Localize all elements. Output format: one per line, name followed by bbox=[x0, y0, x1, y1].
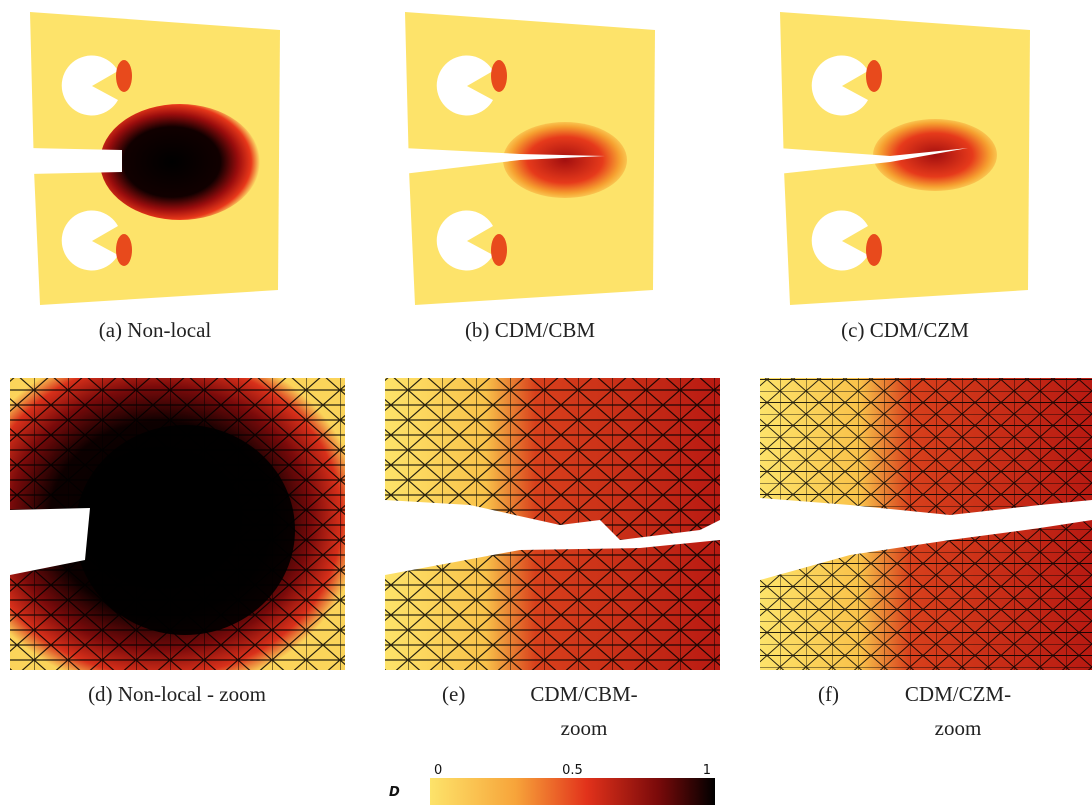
caption: (d) Non-local - zoom bbox=[88, 682, 266, 706]
caption: zoom bbox=[561, 716, 608, 740]
colorbar-bar bbox=[430, 778, 715, 805]
colorbar: D 0 0.5 1 bbox=[389, 763, 715, 805]
figure: (a) Non-local (b) CDM/CBM (c) CDM/CZM (d… bbox=[0, 0, 1092, 807]
colorbar-tick-label: 0 bbox=[434, 763, 442, 778]
caption-label: (e) bbox=[442, 682, 465, 706]
caption: zoom bbox=[935, 716, 982, 740]
panel-d-zoom bbox=[10, 378, 345, 670]
caption: (c) CDM/CZM bbox=[841, 318, 969, 342]
colorbar-tick-label: 1 bbox=[703, 763, 711, 778]
caption-label: (f) bbox=[818, 682, 839, 706]
caption: (a) Non-local bbox=[99, 318, 212, 342]
panel-a bbox=[28, 12, 280, 305]
caption: CDM/CZM- bbox=[905, 682, 1011, 706]
panel-b bbox=[403, 12, 655, 305]
panel-f-zoom bbox=[760, 378, 1092, 670]
panel-c bbox=[778, 12, 1030, 305]
colorbar-label: D bbox=[389, 785, 400, 800]
caption: CDM/CBM- bbox=[530, 682, 637, 706]
panel-e-zoom bbox=[385, 378, 720, 670]
colorbar-tick-label: 0.5 bbox=[562, 763, 583, 778]
caption: (b) CDM/CBM bbox=[465, 318, 595, 342]
